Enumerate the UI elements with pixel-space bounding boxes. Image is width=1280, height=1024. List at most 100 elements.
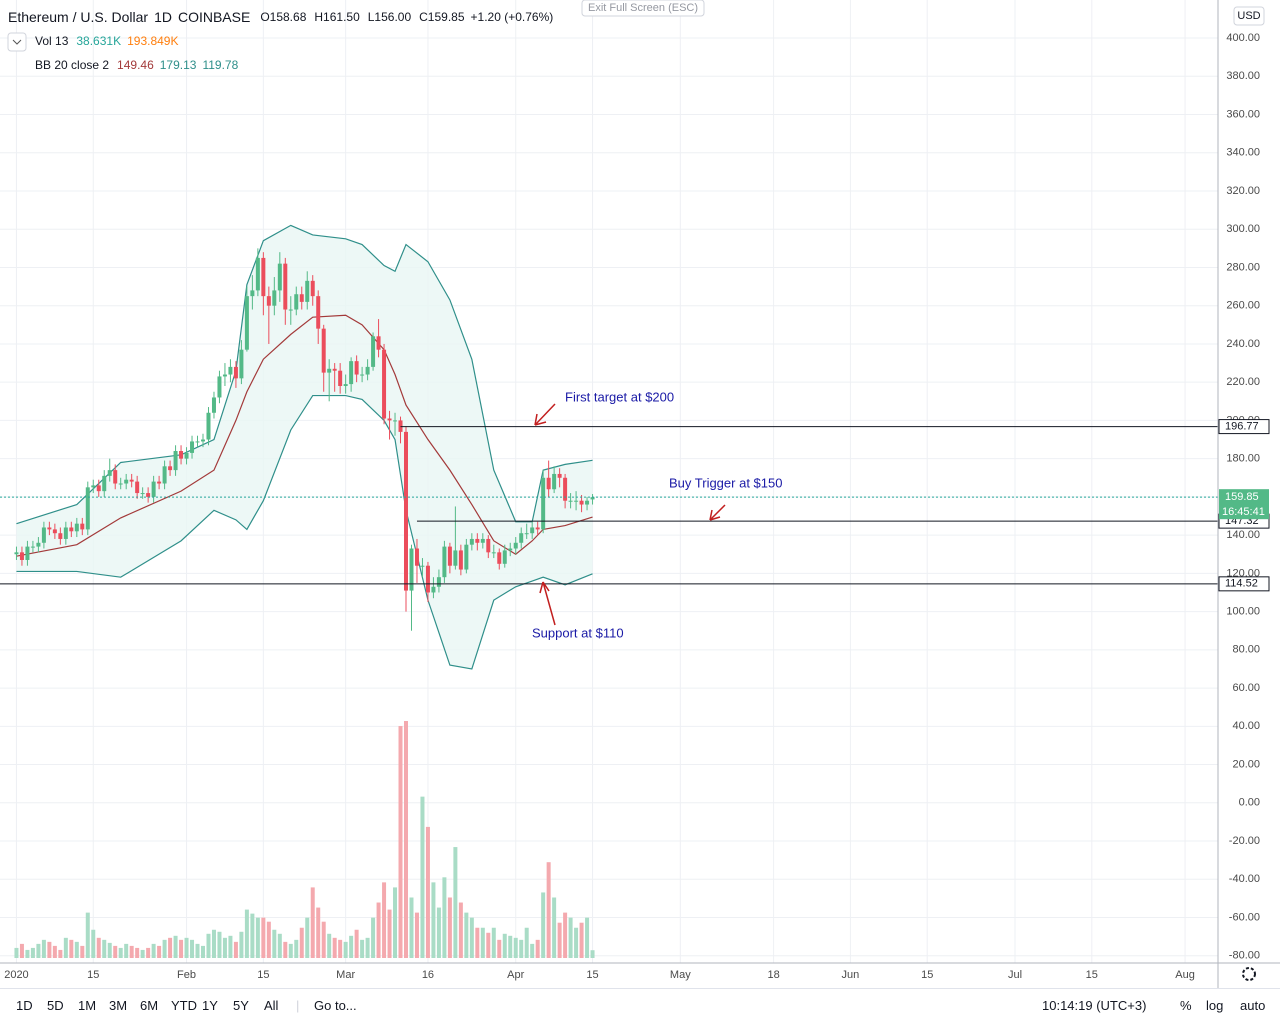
candle-body — [316, 296, 321, 329]
candle-body — [535, 527, 540, 530]
exit-fullscreen[interactable] — [581, 0, 705, 17]
volume-bar — [124, 943, 129, 958]
annotation: First target at $200 — [565, 389, 674, 404]
candle-body — [162, 466, 167, 484]
range-button[interactable]: 5D — [47, 998, 64, 1013]
header: Ethereum / U.S. Dollar 1D COINBASE O158.68 H… — [8, 9, 553, 25]
x-tick-label: Mar — [336, 969, 355, 981]
volume-bar — [96, 937, 101, 958]
volume-bar — [305, 917, 310, 958]
candle-body — [41, 527, 46, 543]
volume-bar — [486, 932, 491, 958]
y-tick-label: 340.00 — [1226, 147, 1260, 159]
last-price-label: 159.85 — [1225, 491, 1259, 503]
candle-body — [74, 523, 79, 532]
volume-bar — [266, 921, 271, 958]
auto-button[interactable]: auto — [1240, 998, 1266, 1013]
x-tick-label: Apr — [507, 969, 524, 981]
arrow — [534, 403, 556, 426]
level-tag — [1218, 419, 1270, 435]
x-tick-label: Jun — [842, 969, 860, 981]
y-tick-label: 260.00 — [1226, 300, 1260, 312]
candle-body — [436, 577, 441, 587]
band-fill — [16, 225, 593, 669]
candle-body — [563, 477, 568, 501]
settings-icon[interactable] — [1242, 967, 1256, 981]
volume-bar — [157, 945, 162, 958]
volume-bar — [277, 933, 282, 958]
range-button[interactable]: 5Y — [233, 998, 249, 1013]
arrow — [539, 581, 556, 626]
range-button[interactable]: YTD — [171, 998, 197, 1013]
candle-body — [305, 280, 310, 302]
volume-bar — [47, 941, 52, 958]
volume-bar — [91, 929, 96, 958]
volume-bar — [162, 939, 167, 958]
y-tick-label: -20.00 — [1229, 835, 1260, 847]
toolbar: 1D 5D 1M 3M 6M YTD 1Y 5Y All | Go to... 10:14:19… — [0, 988, 1280, 1024]
range-button[interactable]: 1Y — [202, 998, 218, 1013]
goto-button[interactable]: Go to... — [314, 998, 357, 1013]
collapse-button[interactable] — [7, 32, 27, 52]
volume-bar — [360, 939, 365, 958]
volume-bar — [513, 937, 518, 958]
exit-fullscreen-label[interactable]: Exit Full Screen (ESC) — [588, 2, 698, 14]
candle-body — [140, 493, 145, 495]
candle-body — [283, 263, 288, 310]
range-button[interactable]: 1M — [78, 998, 97, 1013]
volume-bar — [502, 933, 507, 958]
candle-body — [211, 397, 216, 413]
volume-bar — [299, 927, 304, 958]
volume-bar — [436, 907, 441, 958]
volume-bar — [102, 939, 107, 958]
candle-body — [497, 552, 502, 564]
range-button[interactable]: 1D — [16, 998, 33, 1013]
y-tick-label: 0.00 — [1239, 797, 1260, 809]
candle-body — [47, 527, 52, 530]
x-tick-label: 15 — [87, 969, 99, 981]
level-tag — [1218, 576, 1270, 592]
candle-body — [85, 487, 90, 530]
volume-bar — [151, 943, 156, 958]
candle-body — [343, 384, 348, 387]
candle-body — [244, 296, 249, 350]
y-tick-label: 300.00 — [1226, 223, 1260, 235]
candle-body — [541, 477, 546, 530]
candle-body — [36, 542, 41, 547]
volume-bar — [414, 912, 419, 958]
candle-body — [376, 336, 381, 350]
candle-body — [58, 533, 63, 539]
vol-legend: Vol 13 38.631K 193.849K — [35, 34, 178, 48]
candle-body — [486, 538, 491, 553]
volume-bar — [41, 939, 46, 958]
volume-bar — [393, 887, 398, 958]
range-button[interactable]: All — [264, 998, 279, 1013]
volume-bar — [398, 726, 403, 958]
x-tick-label: Feb — [177, 969, 196, 981]
volume-bar — [365, 937, 370, 958]
candle-body — [102, 475, 107, 492]
candle-body — [365, 366, 370, 375]
x-tick-label: 15 — [586, 969, 598, 981]
volume-bar — [310, 887, 315, 958]
volume-bar — [557, 922, 562, 958]
candle-body — [151, 481, 156, 497]
y-tick-label: -60.00 — [1229, 911, 1260, 923]
range-button[interactable]: 6M — [140, 998, 159, 1013]
percent-button[interactable]: % — [1180, 998, 1192, 1013]
volume-bar — [431, 882, 436, 958]
currency-box[interactable] — [1233, 6, 1265, 26]
bb-mid: 149.46 — [117, 58, 154, 72]
x-tick-label: May — [670, 969, 691, 981]
volume-bar — [58, 949, 63, 958]
range-button[interactable]: 3M — [109, 998, 128, 1013]
candle-body — [184, 452, 189, 459]
log-button[interactable]: log — [1206, 998, 1224, 1013]
candle-body — [420, 565, 425, 567]
candle-body — [524, 533, 529, 535]
annotation: Support at $110 — [532, 625, 624, 640]
candle-body — [360, 374, 365, 376]
x-tick-label: 15 — [257, 969, 269, 981]
volume-bar — [14, 947, 19, 958]
